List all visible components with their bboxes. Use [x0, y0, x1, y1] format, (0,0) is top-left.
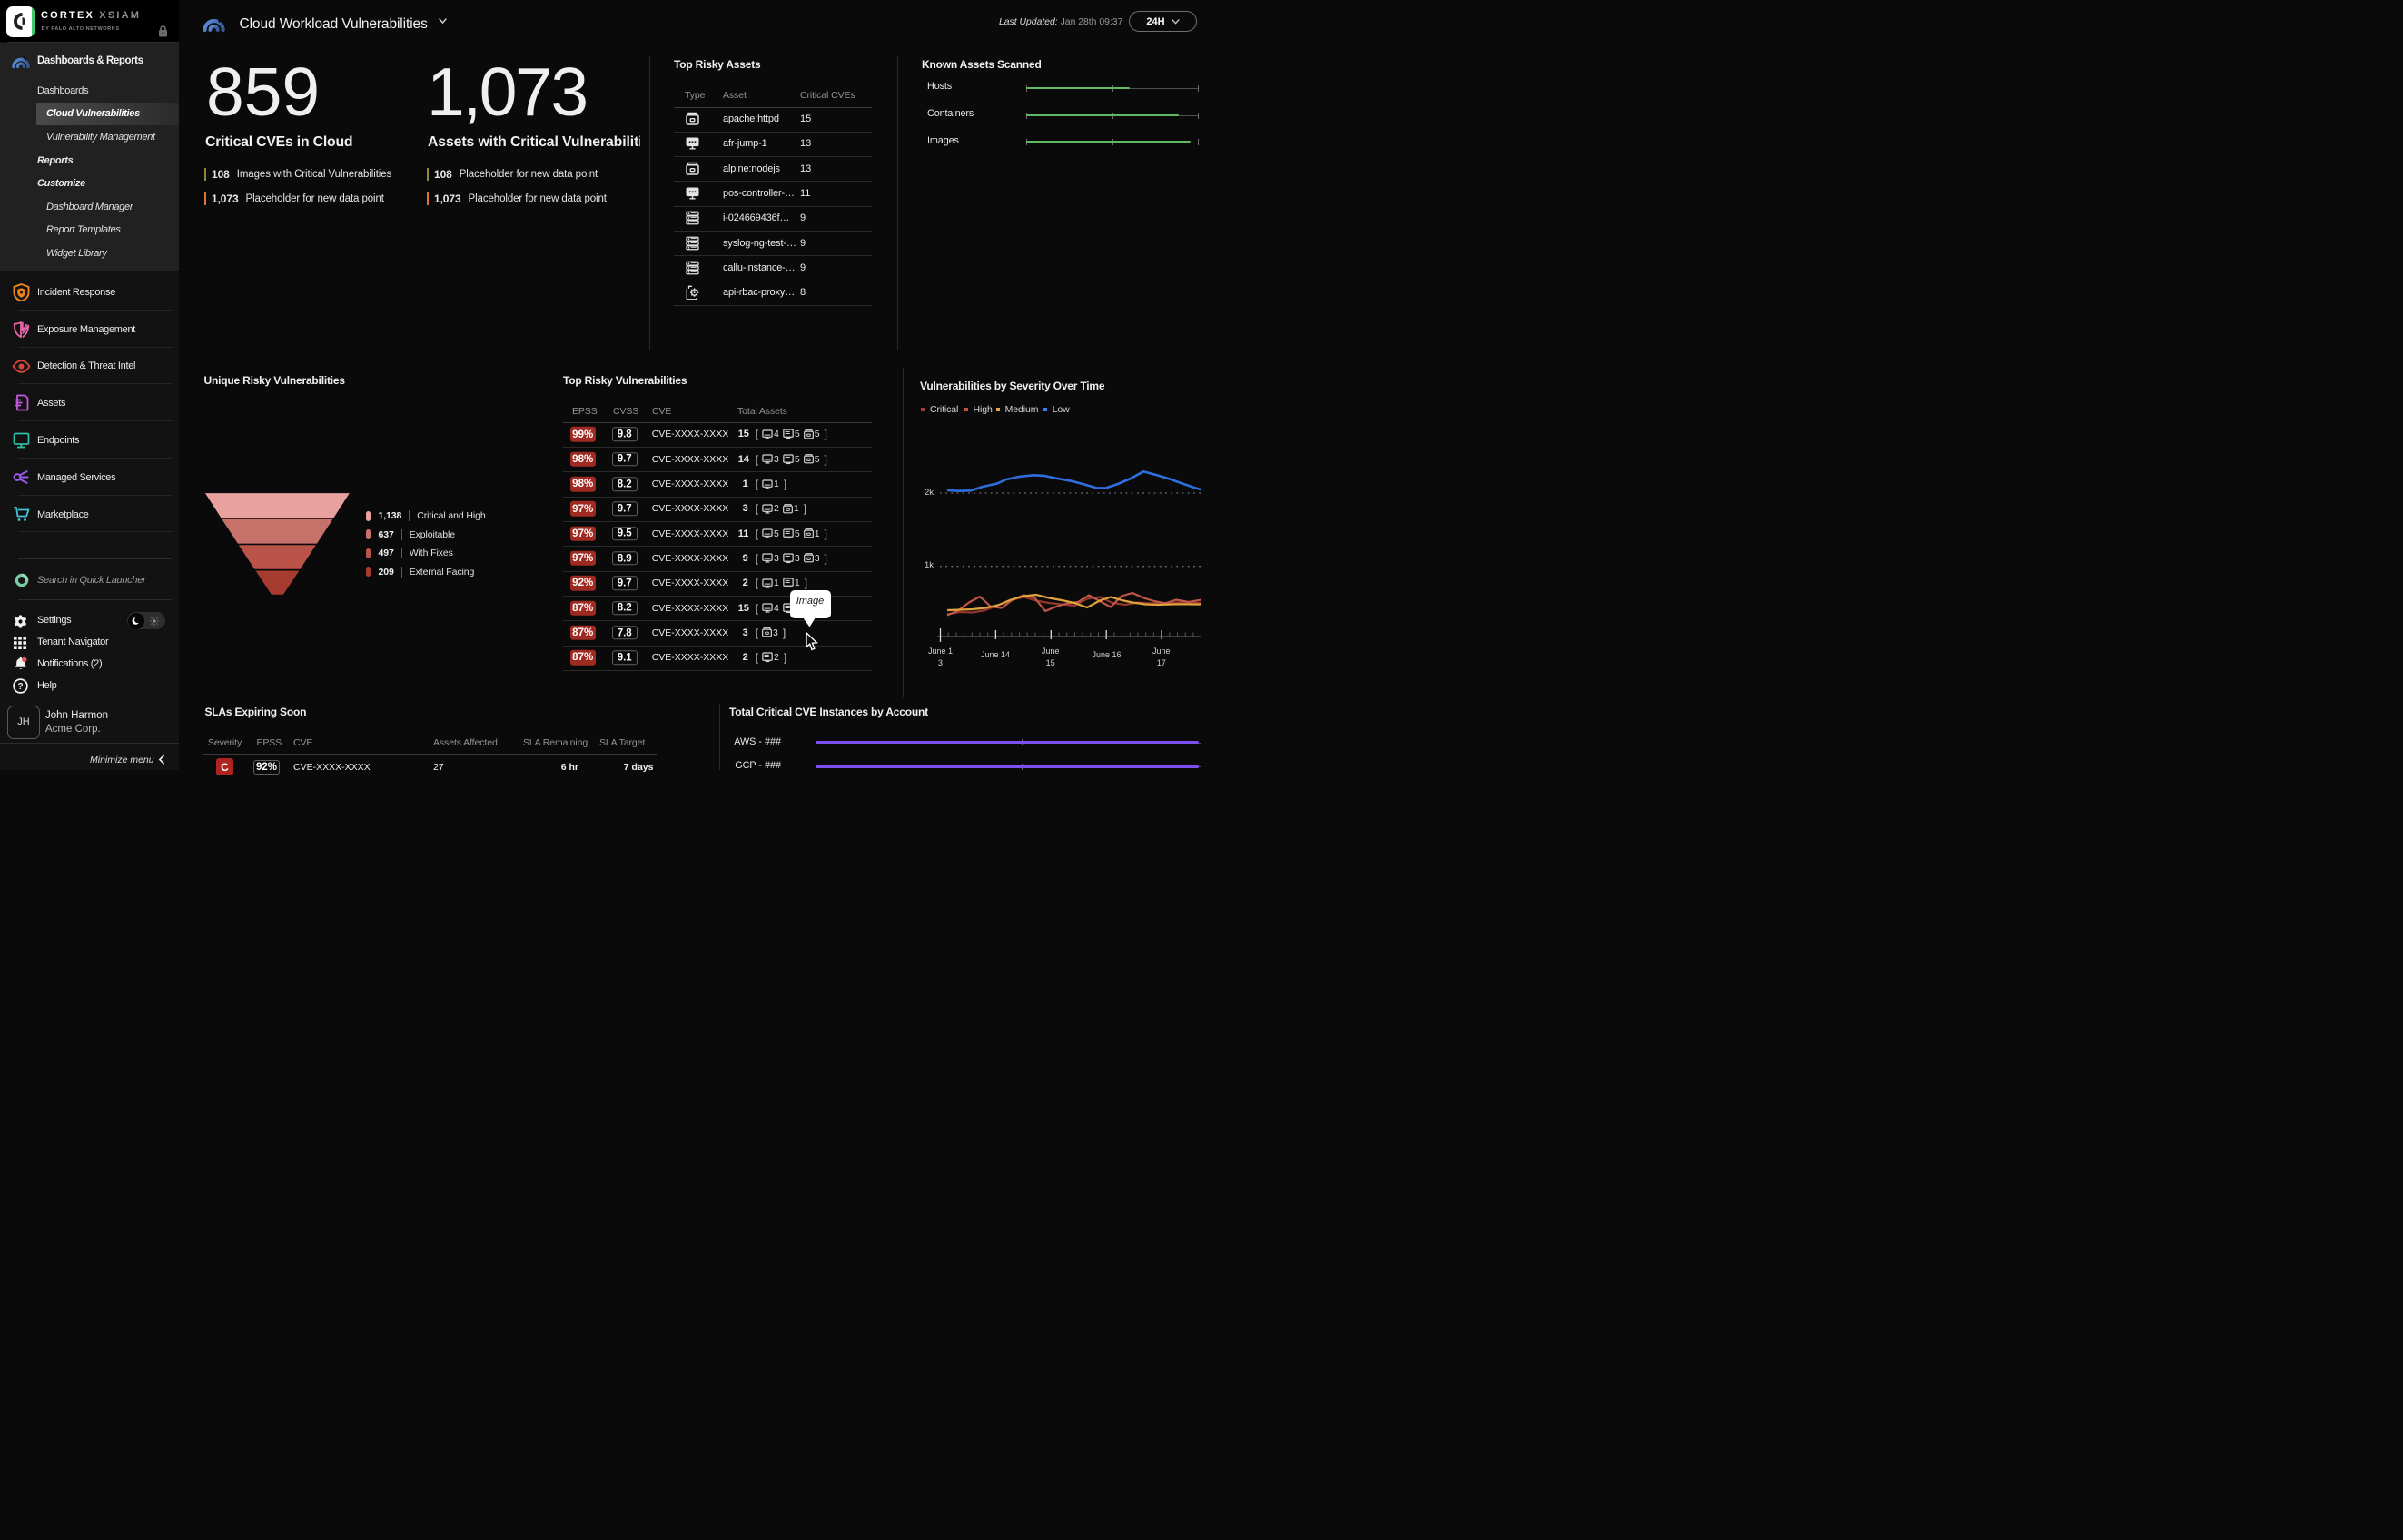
svg-text:?: ? — [17, 682, 23, 692]
